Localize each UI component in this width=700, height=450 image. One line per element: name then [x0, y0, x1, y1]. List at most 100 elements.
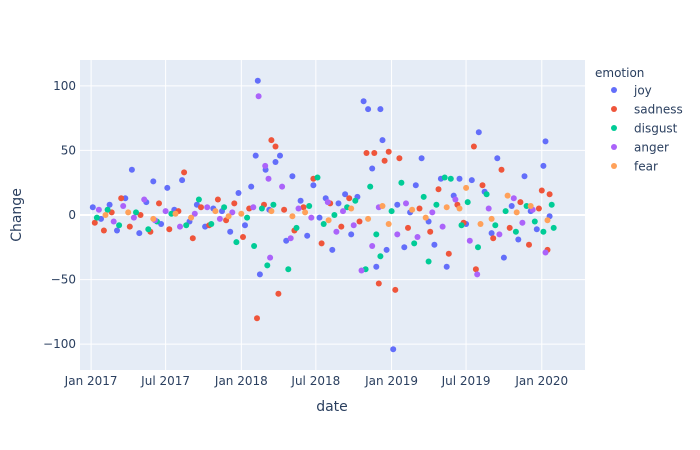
data-point-sadness	[371, 150, 378, 156]
y-tick-labels: 100 50 0 −50 −100	[43, 79, 76, 351]
data-point-sadness	[405, 224, 411, 231]
legend-label-anger: anger	[634, 141, 669, 155]
data-point-fear	[443, 204, 450, 211]
series-sadness	[91, 137, 553, 322]
data-point-joy	[289, 173, 296, 180]
y-tick-label: −100	[43, 337, 76, 351]
data-point-sadness	[231, 200, 238, 207]
data-point-joy	[468, 177, 475, 184]
data-point-sadness	[214, 196, 221, 203]
data-point-sadness	[538, 187, 545, 194]
data-point-sadness	[100, 227, 107, 234]
data-point-fear	[238, 210, 245, 217]
data-point-anger	[110, 218, 117, 225]
data-point-joy	[500, 254, 507, 261]
series-fear	[102, 184, 551, 227]
data-point-anger	[229, 209, 236, 216]
series-joy	[89, 77, 553, 353]
data-point-anger	[204, 204, 211, 211]
data-point-joy	[394, 201, 401, 208]
data-point-disgust	[433, 201, 440, 208]
data-point-anger	[369, 243, 376, 249]
data-point-fear	[463, 184, 470, 191]
data-point-disgust	[244, 214, 251, 221]
data-point-joy	[329, 246, 336, 253]
data-point-joy	[227, 228, 234, 235]
data-point-joy	[369, 165, 376, 172]
legend-marker-anger	[611, 144, 617, 150]
data-point-sadness	[479, 182, 486, 189]
data-point-joy	[373, 263, 380, 270]
data-point-disgust	[388, 208, 395, 215]
data-point-joy	[136, 230, 143, 237]
data-point-fear	[172, 210, 179, 217]
data-point-anger	[250, 204, 257, 211]
data-point-anger	[177, 223, 183, 230]
data-point-anger	[265, 175, 272, 182]
data-point-anger	[262, 162, 269, 169]
data-point-sadness	[363, 150, 370, 156]
data-point-anger	[429, 209, 436, 216]
data-point-joy	[390, 346, 397, 353]
data-point-disgust	[104, 206, 111, 213]
data-point-joy	[533, 226, 540, 233]
data-point-sadness	[254, 315, 260, 322]
data-point-anger	[414, 234, 421, 240]
data-point-joy	[316, 214, 323, 221]
data-point-sadness	[91, 219, 98, 226]
data-point-joy	[256, 271, 263, 278]
data-point-disgust	[133, 209, 139, 216]
data-point-disgust	[116, 222, 123, 229]
x-tick-label: Jul 2018	[290, 374, 340, 388]
data-point-fear	[150, 215, 157, 222]
data-point-sadness	[445, 250, 452, 257]
legend-marker-disgust	[611, 125, 617, 131]
data-point-sadness	[375, 280, 382, 287]
data-point-joy	[521, 173, 528, 180]
legend-label-fear: fear	[634, 160, 658, 174]
data-point-joy	[431, 241, 438, 248]
data-point-anger	[403, 200, 409, 207]
y-axis-title: Change	[9, 188, 25, 242]
data-point-joy	[252, 152, 259, 159]
data-point-joy	[235, 190, 242, 196]
data-point-disgust	[475, 244, 481, 251]
data-point-disgust	[411, 240, 418, 247]
data-point-sadness	[346, 195, 353, 202]
data-point-fear	[527, 203, 534, 209]
data-point-joy	[164, 184, 171, 191]
data-point-joy	[360, 98, 367, 105]
data-point-joy	[114, 227, 120, 234]
data-point-sadness	[300, 204, 307, 211]
data-point-joy	[150, 178, 157, 185]
data-point-sadness	[506, 224, 513, 231]
data-point-joy	[508, 203, 515, 209]
data-point-anger	[295, 205, 302, 212]
data-point-anger	[485, 205, 492, 212]
data-point-joy	[456, 175, 463, 182]
data-point-fear	[504, 192, 511, 199]
data-point-sadness	[356, 218, 363, 225]
data-point-sadness	[240, 234, 246, 240]
data-point-disgust	[523, 203, 530, 209]
data-point-sadness	[546, 191, 553, 198]
data-point-fear	[365, 215, 372, 222]
data-point-disgust	[531, 218, 538, 225]
data-point-fear	[513, 209, 520, 216]
data-point-sadness	[166, 226, 173, 233]
data-point-sadness	[268, 137, 275, 144]
data-point-joy	[242, 222, 248, 229]
data-point-anger	[358, 267, 365, 274]
legend-marker-fear	[611, 163, 617, 169]
data-point-disgust	[314, 174, 321, 181]
data-point-sadness	[435, 186, 442, 193]
data-point-joy	[475, 129, 482, 136]
data-point-joy	[377, 106, 384, 113]
data-point-sadness	[272, 143, 279, 150]
data-point-anger	[267, 254, 274, 261]
data-point-joy	[310, 182, 317, 189]
legend-marker-sadness	[611, 106, 617, 112]
data-point-joy	[488, 230, 495, 237]
data-point-sadness	[385, 148, 392, 155]
data-point-sadness	[498, 166, 505, 173]
